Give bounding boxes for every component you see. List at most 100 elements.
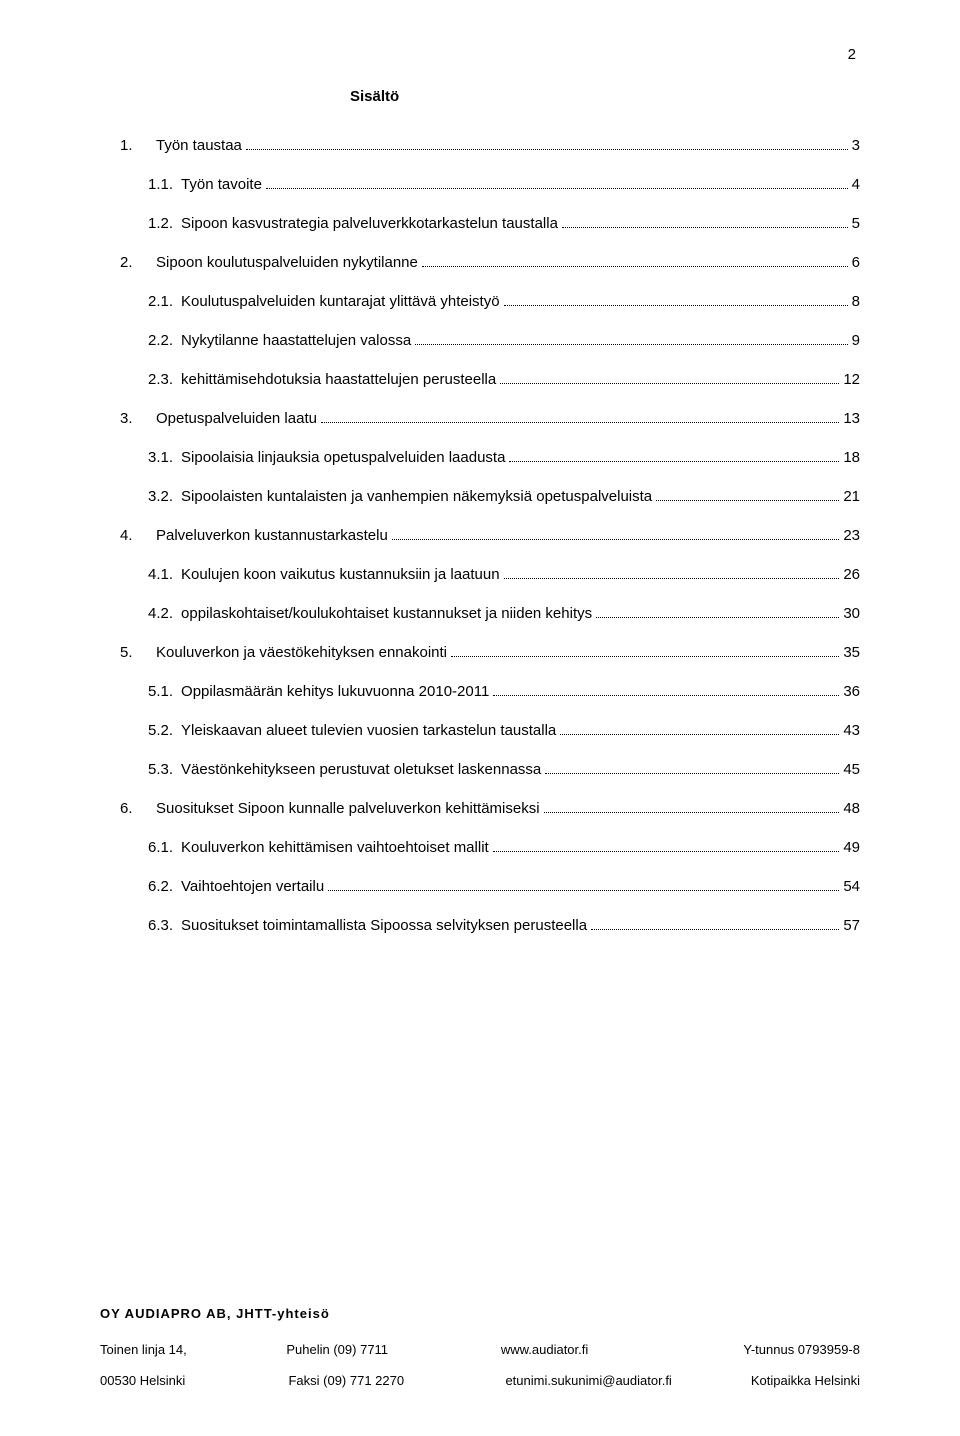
toc-entry-page: 9 xyxy=(852,330,860,351)
toc-entry-page: 48 xyxy=(843,798,860,819)
toc-entry-text: Koulutuspalveluiden kuntarajat ylittävä … xyxy=(181,291,500,312)
toc-entry-text: Sipoon kasvustrategia palveluverkkotarka… xyxy=(181,213,558,234)
toc-entry-number: 5.2. xyxy=(148,720,173,741)
toc-entry-number: 1. xyxy=(120,135,148,156)
toc-leader xyxy=(560,734,839,735)
toc-entry: 4.1. Koulujen koon vaikutus kustannuksiin… xyxy=(120,564,860,585)
toc-leader xyxy=(545,773,839,774)
toc-leader xyxy=(422,266,848,267)
toc-entry: 6.3. Suositukset toimintamallista Sipooss… xyxy=(120,915,860,936)
toc-entry-text: Nykytilanne haastattelujen valossa xyxy=(181,330,411,351)
toc-entry-number: 3. xyxy=(120,408,148,429)
toc-entry-number: 5.1. xyxy=(148,681,173,702)
toc-entry-text: Palveluverkon kustannustarkastelu xyxy=(156,525,388,546)
toc-entry-text: Yleiskaavan alueet tulevien vuosien tark… xyxy=(181,720,556,741)
toc-entry-text: Sipoolaisten kuntalaisten ja vanhempien … xyxy=(181,486,652,507)
toc-leader xyxy=(656,500,839,501)
toc-entry-text: Työn taustaa xyxy=(156,135,242,156)
toc-entry: 1.1.Työn tavoite4 xyxy=(120,174,860,195)
toc-entry: 5.3.Väestönkehitykseen perustuvat oletuk… xyxy=(120,759,860,780)
page-number: 2 xyxy=(848,46,856,63)
toc-entry-text: Sipoon koulutuspalveluiden nykytilanne xyxy=(156,252,418,273)
toc-leader xyxy=(321,422,839,423)
toc-leader xyxy=(562,227,848,228)
toc-entry: 3. Opetuspalveluiden laatu 13 xyxy=(120,408,860,429)
toc-entry-page: 49 xyxy=(843,837,860,858)
toc-leader xyxy=(596,617,839,618)
toc-entry-page: 4 xyxy=(852,174,860,195)
footer-cell: Puhelin (09) 7711 xyxy=(286,1334,454,1365)
toc-leader xyxy=(392,539,840,540)
toc-entry: 4.2.oppilaskohtaiset/koulukohtaiset kust… xyxy=(120,603,860,624)
toc-entry-text: Vaihtoehtojen vertailu xyxy=(181,876,324,897)
toc-entry: 5.1. Oppilasmäärän kehitys lukuvuonna 201… xyxy=(120,681,860,702)
page: 2 Sisältö 1.Työn taustaa31.1.Työn tavoit… xyxy=(0,0,960,1436)
toc-entry-text: kehittämisehdotuksia haastattelujen peru… xyxy=(181,369,496,390)
toc-entry-number: 5. xyxy=(120,642,148,663)
footer-row-1: Toinen linja 14, Puhelin (09) 7711 www.a… xyxy=(100,1334,860,1365)
toc-entry-number: 1.2. xyxy=(148,213,173,234)
toc-entry-number: 2.3. xyxy=(148,369,173,390)
toc-entry-page: 43 xyxy=(843,720,860,741)
toc-entry-number: 4.1. xyxy=(148,564,173,585)
toc-entry-number: 6.1. xyxy=(148,837,173,858)
toc-entry-number: 5.3. xyxy=(148,759,173,780)
toc-entry-text: Suositukset toimintamallista Sipoossa se… xyxy=(181,915,587,936)
footer-cell: www.audiator.fi xyxy=(501,1334,698,1365)
toc-entry-text: Koulujen koon vaikutus kustannuksiin ja … xyxy=(181,564,500,585)
footer-cell: 00530 Helsinki xyxy=(100,1365,242,1396)
toc-entry-page: 6 xyxy=(852,252,860,273)
toc-entry-page: 35 xyxy=(843,642,860,663)
toc-entry-number: 6. xyxy=(120,798,148,819)
toc-leader xyxy=(544,812,840,813)
toc-entry-page: 26 xyxy=(843,564,860,585)
toc-entry-text: Suositukset Sipoon kunnalle palveluverko… xyxy=(156,798,540,819)
toc-entry-text: Opetuspalveluiden laatu xyxy=(156,408,317,429)
toc-entry-page: 8 xyxy=(852,291,860,312)
toc-entry: 4. Palveluverkon kustannustarkastelu 23 xyxy=(120,525,860,546)
toc-entry-text: Kouluverkon kehittämisen vaihtoehtoiset … xyxy=(181,837,489,858)
toc-entry-page: 57 xyxy=(843,915,860,936)
footer: OY AUDIAPRO AB, JHTT-yhteisö Toinen linj… xyxy=(100,1298,860,1396)
toc-leader xyxy=(500,383,839,384)
toc-leader xyxy=(504,305,848,306)
footer-cell: Faksi (09) 771 2270 xyxy=(288,1365,459,1396)
toc-leader xyxy=(328,890,839,891)
footer-cell: Y-tunnus 0793959-8 xyxy=(743,1334,860,1365)
toc-title: Sisältö xyxy=(120,88,860,105)
toc-entry-page: 5 xyxy=(852,213,860,234)
toc-entry-text: Työn tavoite xyxy=(181,174,262,195)
toc-leader xyxy=(246,149,848,150)
toc-entry: 6.1. Kouluverkon kehittämisen vaihtoehtoi… xyxy=(120,837,860,858)
toc-entry-page: 13 xyxy=(843,408,860,429)
toc-entry: 2.2.Nykytilanne haastattelujen valossa9 xyxy=(120,330,860,351)
toc-entry-page: 23 xyxy=(843,525,860,546)
toc-entry-number: 6.3. xyxy=(148,915,173,936)
toc-list: 1.Työn taustaa31.1.Työn tavoite41.2.Sipo… xyxy=(120,135,860,936)
toc-entry-text: Oppilasmäärän kehitys lukuvuonna 2010-20… xyxy=(181,681,489,702)
toc-leader xyxy=(451,656,839,657)
toc-entry: 2. Sipoon koulutuspalveluiden nykytilanne… xyxy=(120,252,860,273)
toc-entry: 3.1.Sipoolaisia linjauksia opetuspalvelu… xyxy=(120,447,860,468)
toc-entry-page: 3 xyxy=(852,135,860,156)
toc-entry-number: 3.2. xyxy=(148,486,173,507)
toc-entry-page: 21 xyxy=(843,486,860,507)
toc-entry-number: 3.1. xyxy=(148,447,173,468)
toc-leader xyxy=(266,188,848,189)
toc-leader xyxy=(504,578,840,579)
toc-entry: 2.3. kehittämisehdotuksia haastattelujen … xyxy=(120,369,860,390)
footer-org: OY AUDIAPRO AB, JHTT-yhteisö xyxy=(100,1298,860,1329)
toc-entry: 3.2. Sipoolaisten kuntalaisten ja vanhemp… xyxy=(120,486,860,507)
toc-leader xyxy=(415,344,847,345)
toc-entry: 5.2. Yleiskaavan alueet tulevien vuosien … xyxy=(120,720,860,741)
toc-entry-number: 2. xyxy=(120,252,148,273)
toc-entry-page: 54 xyxy=(843,876,860,897)
toc-entry: 1. Työn taustaa 3 xyxy=(120,135,860,156)
footer-cell: Kotipaikka Helsinki xyxy=(751,1365,860,1396)
toc-entry-page: 18 xyxy=(843,447,860,468)
footer-cell: etunimi.sukunimi@audiator.fi xyxy=(505,1365,704,1396)
toc-leader xyxy=(509,461,839,462)
toc-entry-number: 4. xyxy=(120,525,148,546)
toc-entry: 6. Suositukset Sipoon kunnalle palveluver… xyxy=(120,798,860,819)
toc-entry-text: Kouluverkon ja väestökehityksen ennakoin… xyxy=(156,642,447,663)
